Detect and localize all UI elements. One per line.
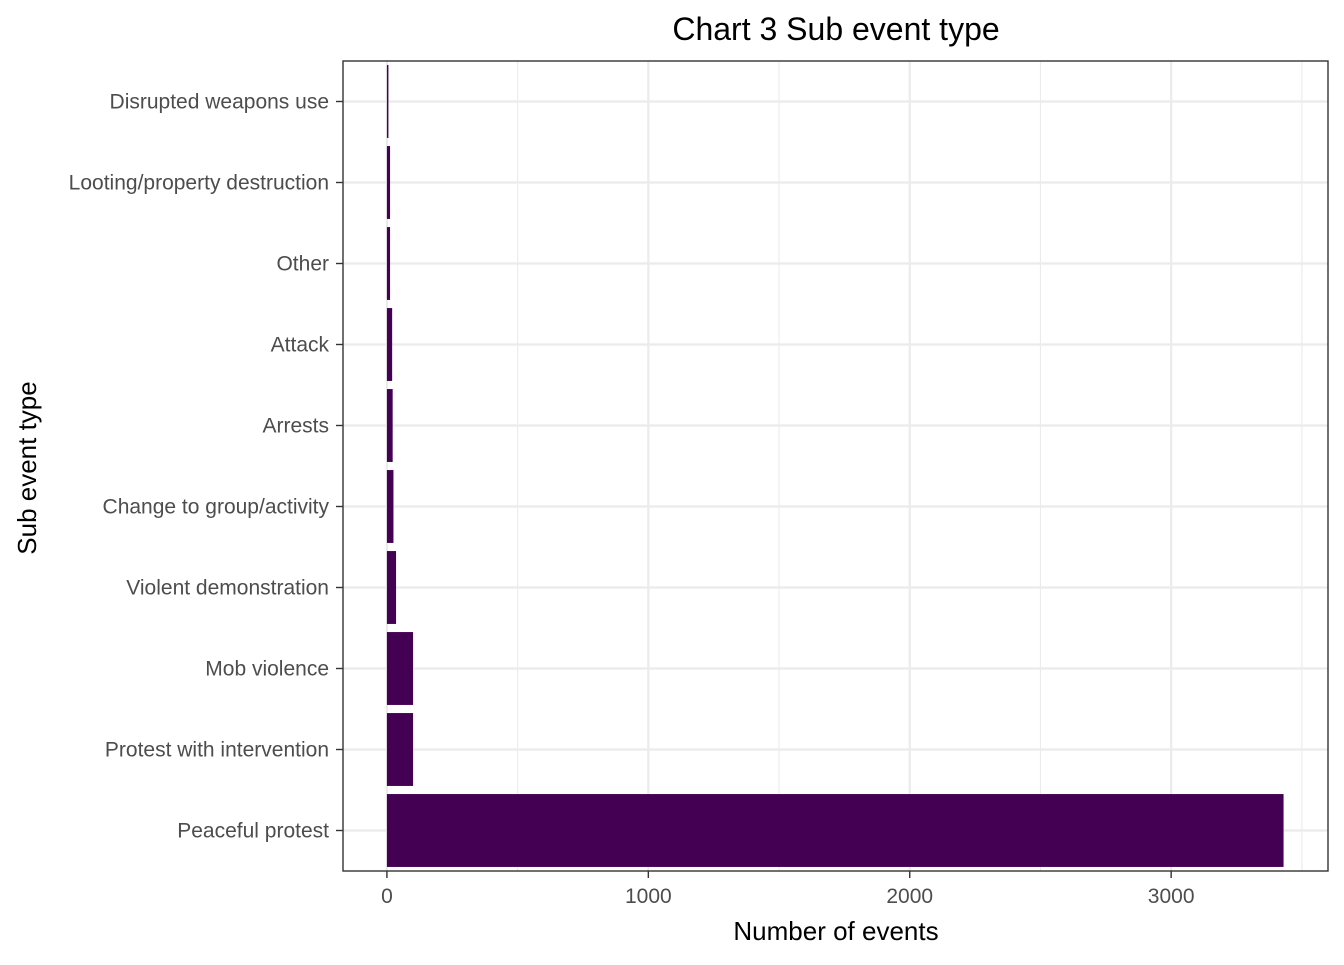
bar-looting-property-destruction	[386, 146, 391, 219]
bar-change-to-group-activity	[386, 470, 394, 543]
bar-peaceful-protest	[386, 794, 1284, 867]
y-tick-label: Peaceful protest	[177, 820, 329, 843]
y-axis-title: Sub event type	[12, 381, 42, 554]
x-axis: 0 1000 2000 3000	[381, 871, 1195, 908]
x-tick-label: 3000	[1148, 885, 1195, 908]
bar-violent-demonstration	[386, 551, 397, 624]
x-tick-label: 0	[381, 885, 393, 908]
bar-attack	[386, 308, 393, 381]
y-tick-label: Change to group/activity	[103, 496, 330, 519]
x-tick-label: 1000	[625, 885, 672, 908]
y-tick-label: Other	[276, 253, 329, 276]
y-tick-label: Protest with intervention	[105, 739, 329, 762]
plot-panel-border	[342, 60, 1329, 872]
bar-arrests	[386, 389, 393, 462]
bar-disrupted-weapons-use	[386, 65, 389, 138]
plot-panel-background	[343, 61, 1328, 871]
y-tick-label: Disrupted weapons use	[110, 91, 329, 114]
bars	[386, 65, 1284, 867]
bar-protest-with-intervention	[386, 713, 414, 786]
bar-mob-violence	[386, 632, 414, 705]
y-tick-label: Mob violence	[205, 658, 329, 681]
x-tick-label: 2000	[886, 885, 933, 908]
y-tick-label: Attack	[271, 334, 330, 357]
y-tick-label: Arrests	[262, 415, 329, 438]
chart-title: Chart 3 Sub event type	[672, 11, 999, 47]
y-tick-label: Looting/property destruction	[69, 172, 329, 195]
x-axis-title: Number of events	[733, 916, 938, 946]
y-axis: Peaceful protest Protest with interventio…	[69, 91, 343, 843]
y-tick-label: Violent demonstration	[126, 577, 329, 600]
bar-other	[386, 227, 391, 300]
